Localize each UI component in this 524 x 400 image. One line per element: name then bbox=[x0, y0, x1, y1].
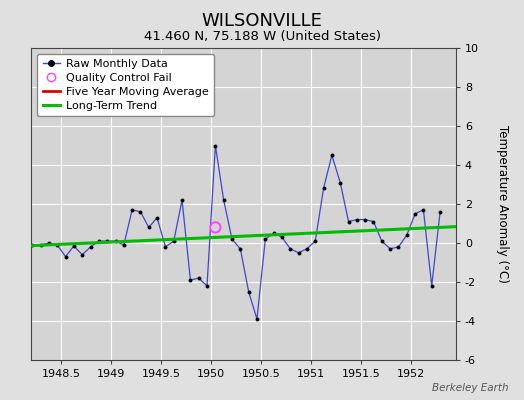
Point bbox=[211, 142, 220, 149]
Point bbox=[194, 275, 203, 281]
Point bbox=[111, 238, 119, 244]
Point bbox=[311, 238, 320, 244]
Point bbox=[145, 224, 153, 230]
Point bbox=[245, 288, 253, 295]
Point bbox=[269, 230, 278, 236]
Point bbox=[186, 277, 194, 283]
Point bbox=[20, 238, 28, 244]
Point bbox=[37, 242, 45, 248]
Point bbox=[103, 238, 111, 244]
Text: WILSONVILLE: WILSONVILLE bbox=[202, 12, 322, 30]
Point bbox=[369, 218, 378, 225]
Point bbox=[428, 283, 436, 289]
Point bbox=[203, 283, 211, 289]
Point bbox=[128, 207, 136, 213]
Point bbox=[178, 197, 186, 203]
Point bbox=[328, 152, 336, 158]
Point bbox=[294, 250, 303, 256]
Point bbox=[286, 246, 294, 252]
Point bbox=[45, 240, 53, 246]
Point bbox=[361, 216, 369, 223]
Point bbox=[12, 243, 20, 249]
Point bbox=[70, 243, 78, 249]
Point bbox=[170, 238, 178, 244]
Y-axis label: Temperature Anomaly (°C): Temperature Anomaly (°C) bbox=[496, 125, 509, 283]
Point bbox=[378, 238, 386, 244]
Point bbox=[411, 210, 419, 217]
Legend: Raw Monthly Data, Quality Control Fail, Five Year Moving Average, Long-Term Tren: Raw Monthly Data, Quality Control Fail, … bbox=[37, 54, 214, 116]
Text: Berkeley Earth: Berkeley Earth bbox=[432, 383, 508, 393]
Point bbox=[61, 254, 70, 260]
Point bbox=[303, 246, 311, 252]
Point bbox=[136, 209, 145, 215]
Point bbox=[353, 216, 361, 223]
Text: 41.460 N, 75.188 W (United States): 41.460 N, 75.188 W (United States) bbox=[144, 30, 380, 43]
Point bbox=[153, 214, 161, 221]
Point bbox=[253, 316, 261, 322]
Point bbox=[261, 236, 269, 242]
Point bbox=[419, 207, 428, 213]
Point bbox=[211, 224, 220, 230]
Point bbox=[394, 244, 402, 250]
Point bbox=[86, 244, 95, 250]
Point bbox=[53, 242, 61, 248]
Point bbox=[220, 197, 228, 203]
Point bbox=[236, 246, 245, 252]
Point bbox=[402, 232, 411, 238]
Point bbox=[436, 209, 444, 215]
Point bbox=[161, 244, 170, 250]
Point bbox=[386, 246, 395, 252]
Point bbox=[95, 238, 103, 244]
Point bbox=[336, 179, 344, 186]
Point bbox=[278, 234, 286, 240]
Point bbox=[28, 242, 37, 248]
Point bbox=[78, 252, 86, 258]
Point bbox=[344, 218, 353, 225]
Point bbox=[119, 242, 128, 248]
Point bbox=[228, 236, 236, 242]
Point bbox=[319, 185, 328, 192]
